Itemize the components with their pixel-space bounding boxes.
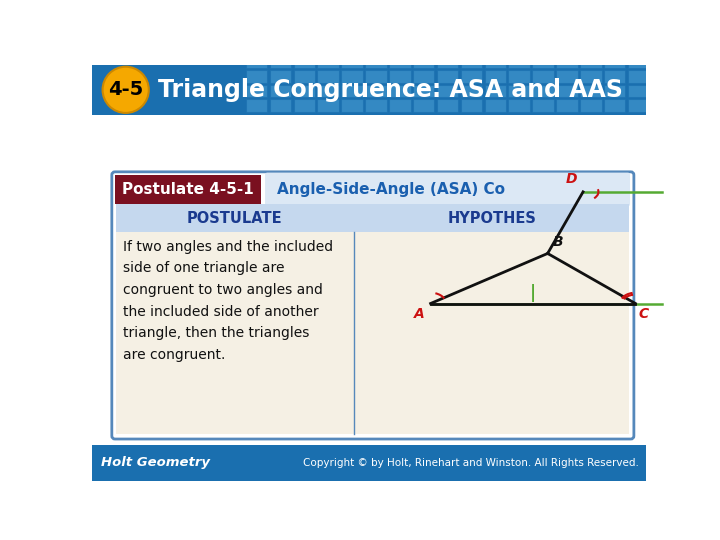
- Text: D: D: [565, 172, 577, 186]
- Bar: [532, 85, 554, 97]
- Bar: [92, 65, 647, 115]
- Bar: [628, 56, 649, 68]
- Bar: [628, 99, 649, 112]
- Bar: [437, 85, 459, 97]
- Bar: [628, 70, 649, 83]
- Bar: [437, 56, 459, 68]
- Text: Triangle Congruence: ASA and AAS: Triangle Congruence: ASA and AAS: [158, 78, 623, 102]
- Bar: [365, 70, 387, 83]
- Bar: [341, 99, 363, 112]
- Bar: [389, 99, 410, 112]
- Bar: [389, 56, 410, 68]
- Bar: [294, 70, 315, 83]
- Text: 4-5: 4-5: [108, 80, 143, 99]
- Bar: [246, 85, 267, 97]
- Bar: [318, 99, 339, 112]
- Bar: [413, 70, 434, 83]
- Bar: [437, 99, 459, 112]
- Bar: [246, 99, 267, 112]
- FancyBboxPatch shape: [112, 172, 634, 439]
- Bar: [556, 70, 577, 83]
- Bar: [246, 70, 267, 83]
- Bar: [556, 85, 577, 97]
- Bar: [604, 70, 626, 83]
- Bar: [389, 70, 410, 83]
- Bar: [92, 445, 647, 481]
- Bar: [270, 99, 291, 112]
- Bar: [485, 70, 506, 83]
- Bar: [628, 85, 649, 97]
- Text: |: |: [530, 284, 536, 302]
- Bar: [485, 99, 506, 112]
- Bar: [341, 85, 363, 97]
- Bar: [270, 56, 291, 68]
- Bar: [508, 70, 530, 83]
- Bar: [580, 70, 601, 83]
- Bar: [556, 56, 577, 68]
- Bar: [604, 99, 626, 112]
- Bar: [604, 85, 626, 97]
- Text: HYPOTHES: HYPOTHES: [448, 211, 536, 226]
- Bar: [508, 85, 530, 97]
- Bar: [246, 56, 267, 68]
- Bar: [580, 99, 601, 112]
- Text: Angle-Side-Angle (ASA) Co: Angle-Side-Angle (ASA) Co: [276, 182, 505, 197]
- FancyBboxPatch shape: [115, 175, 261, 204]
- Bar: [270, 70, 291, 83]
- Bar: [365, 85, 387, 97]
- Bar: [461, 70, 482, 83]
- Text: Copyright © by Holt, Rinehart and Winston. All Rights Reserved.: Copyright © by Holt, Rinehart and Winsto…: [302, 458, 639, 468]
- Bar: [341, 70, 363, 83]
- Bar: [318, 85, 339, 97]
- Bar: [604, 56, 626, 68]
- Bar: [318, 56, 339, 68]
- Bar: [389, 85, 410, 97]
- Bar: [461, 99, 482, 112]
- Bar: [365, 99, 387, 112]
- Bar: [532, 99, 554, 112]
- Bar: [294, 56, 315, 68]
- Bar: [437, 70, 459, 83]
- Bar: [294, 99, 315, 112]
- Bar: [341, 56, 363, 68]
- Bar: [365, 56, 387, 68]
- Text: B: B: [552, 235, 563, 249]
- Bar: [508, 56, 530, 68]
- Bar: [580, 85, 601, 97]
- Bar: [270, 85, 291, 97]
- Bar: [461, 85, 482, 97]
- Text: C: C: [639, 307, 649, 321]
- Bar: [117, 204, 354, 232]
- Bar: [556, 99, 577, 112]
- Bar: [532, 70, 554, 83]
- Text: Holt Geometry: Holt Geometry: [101, 456, 210, 469]
- Circle shape: [102, 67, 149, 113]
- Bar: [413, 85, 434, 97]
- Text: Postulate 4-5-1: Postulate 4-5-1: [122, 182, 254, 197]
- Bar: [294, 85, 315, 97]
- Text: POSTULATE: POSTULATE: [186, 211, 282, 226]
- Bar: [580, 56, 601, 68]
- Bar: [117, 232, 629, 434]
- Text: A: A: [414, 307, 425, 321]
- Bar: [354, 204, 629, 232]
- Bar: [508, 99, 530, 112]
- Bar: [318, 70, 339, 83]
- Bar: [461, 56, 482, 68]
- Bar: [413, 99, 434, 112]
- Bar: [413, 56, 434, 68]
- Bar: [485, 85, 506, 97]
- FancyBboxPatch shape: [265, 173, 630, 206]
- Bar: [532, 56, 554, 68]
- Bar: [485, 56, 506, 68]
- Text: If two angles and the included
side of one triangle are
congruent to two angles : If two angles and the included side of o…: [122, 240, 333, 362]
